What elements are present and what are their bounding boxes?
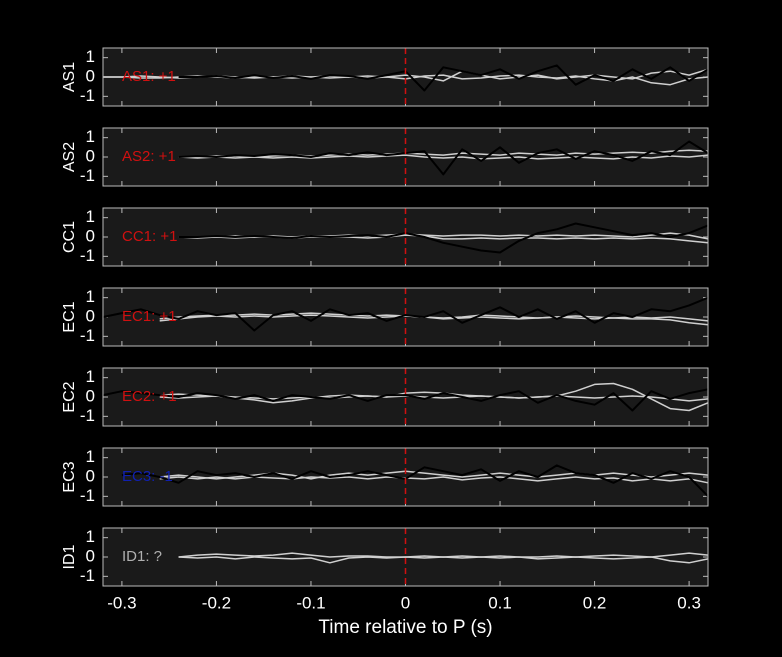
y-tick-label: 1 [86,527,95,546]
y-axis-label: EC1 [61,301,78,332]
annotation: EC2: +1 [122,388,177,405]
y-tick-label: 1 [86,47,95,66]
y-axis-label: AS1 [61,62,78,92]
y-tick-label: 1 [86,367,95,386]
y-tick-label: 1 [86,287,95,306]
y-tick-label: -1 [80,246,95,265]
y-tick-label: 0 [86,66,95,85]
annotation: CC1: +1 [122,228,177,245]
trace [121,464,709,497]
y-tick-label: 1 [86,207,95,226]
y-axis-label: EC3 [61,461,78,492]
y-tick-label: 0 [86,546,95,565]
panel-frame [102,287,709,347]
panel-frame [102,367,709,427]
y-tick-label: 1 [86,127,95,146]
x-tick-label: -0.1 [296,593,325,612]
x-tick-label: 0 [401,593,410,612]
x-axis-label: Time relative to P (s) [318,617,492,638]
x-tick-label: 0.3 [677,593,701,612]
y-tick-label: -1 [80,566,95,585]
y-axis-label: EC2 [61,381,78,412]
trace [159,382,709,412]
annotation: AS2: +1 [122,148,176,165]
y-tick-label: 0 [86,466,95,485]
trace [178,149,709,158]
panel-frame [102,527,709,587]
trace [178,154,709,160]
x-tick-label: 0.2 [583,593,607,612]
y-tick-label: -1 [80,86,95,105]
x-tick-label: 0.1 [488,593,512,612]
trace [178,222,709,254]
y-tick-label: -1 [80,326,95,345]
x-tick-label: -0.2 [202,593,231,612]
y-tick-label: 0 [86,306,95,325]
annotation: ID1: ? [122,548,162,565]
annotation: AS1: +1 [122,68,176,85]
annotation: EC1: +1 [122,308,177,325]
annotation: EC3: -1 [122,468,173,485]
y-tick-label: 0 [86,226,95,245]
trace [159,314,709,322]
y-tick-label: 0 [86,146,95,165]
trace [178,64,709,92]
y-axis-label: CC1 [61,221,78,253]
panel-frame [102,127,709,187]
trace [178,140,709,176]
y-tick-label: 1 [86,447,95,466]
y-tick-label: 0 [86,386,95,405]
y-tick-label: -1 [80,406,95,425]
trace [178,556,709,564]
y-axis-label: ID1 [61,544,78,569]
y-tick-label: -1 [80,486,95,505]
trace [102,296,709,332]
y-axis-label: AS2 [61,142,78,172]
x-tick-label: -0.3 [107,593,136,612]
panel-frame [102,447,709,507]
panel-frame [102,47,709,107]
panel-frame [102,207,709,267]
y-tick-label: -1 [80,166,95,185]
trace [102,388,709,412]
